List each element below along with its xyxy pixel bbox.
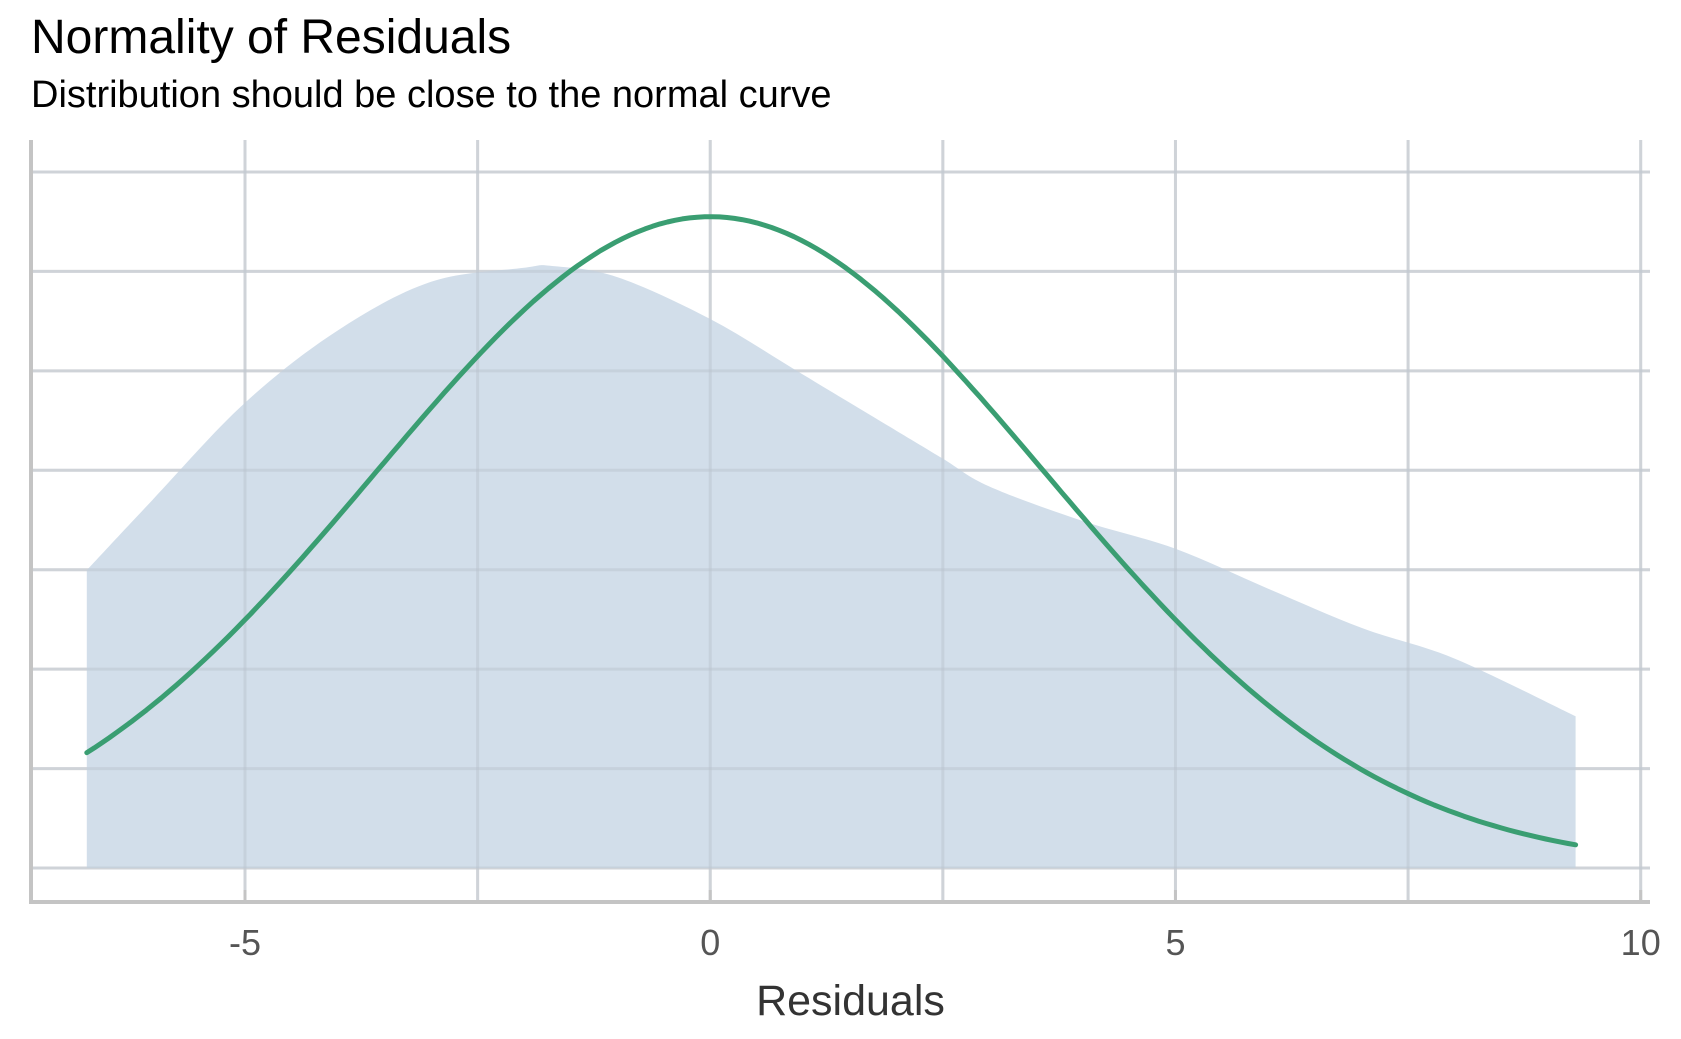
axes (29, 140, 1650, 904)
chart-title: Normality of Residuals (31, 11, 512, 64)
normal-curve-line (84, 214, 1579, 848)
x-axis-title: Residuals (756, 977, 945, 1025)
chart-subtitle: Distribution should be close to the norm… (31, 74, 832, 116)
x-tick-label: 5 (1165, 922, 1185, 963)
x-tick-label: 10 (1621, 922, 1661, 963)
x-tick-label: -5 (229, 922, 261, 963)
grid-overlay (31, 140, 1650, 902)
x-tick-labels: -5 0 5 10 (229, 922, 1661, 963)
x-tick-label: 0 (700, 922, 720, 963)
residual-density-area (86, 265, 1576, 868)
